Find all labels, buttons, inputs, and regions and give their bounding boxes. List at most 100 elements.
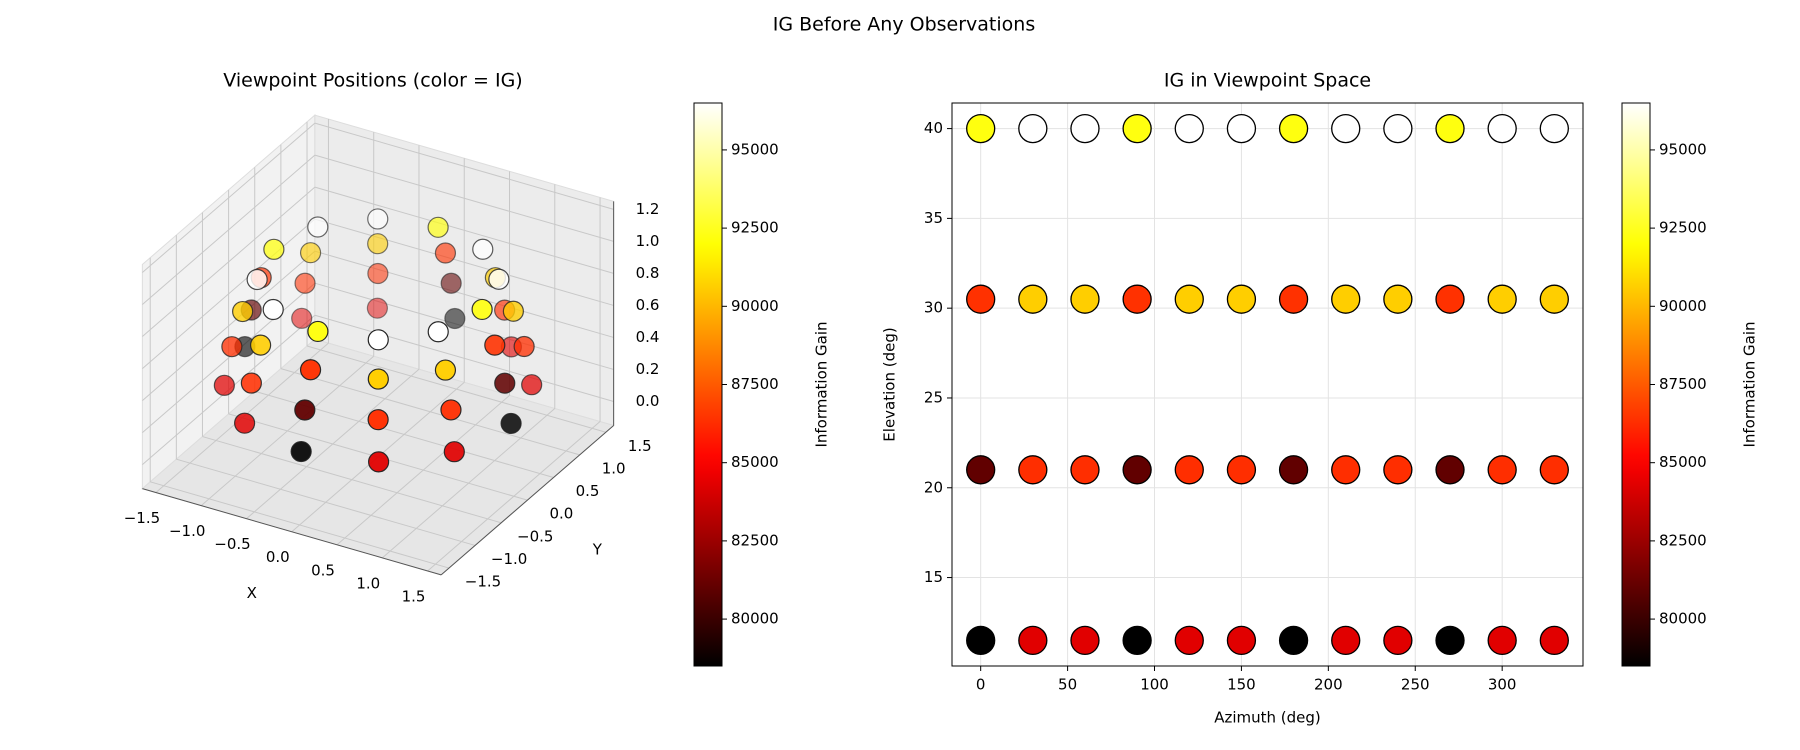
x-axis — [142, 488, 442, 576]
y-tick-label: −1.5 — [465, 573, 501, 591]
point — [299, 359, 322, 381]
point — [500, 412, 522, 435]
colorbar-tick-label: 92500 — [731, 219, 779, 237]
colorbar-tick-label: 90000 — [731, 297, 779, 315]
y-tick-label: 30 — [924, 299, 943, 317]
x-tick-label: 100 — [1140, 676, 1169, 694]
y-axis — [440, 425, 614, 576]
point — [472, 238, 494, 260]
point — [1174, 455, 1204, 485]
colorbar-tick-label: 87500 — [731, 375, 779, 393]
x-tick-label: 1.5 — [402, 587, 426, 605]
point — [1070, 113, 1100, 144]
point — [1278, 625, 1309, 656]
z-tick-label: 0.0 — [636, 392, 660, 410]
point — [240, 372, 262, 394]
point — [1435, 113, 1465, 144]
x-tick-label: 1.0 — [356, 574, 380, 592]
point — [250, 334, 272, 356]
point — [1487, 113, 1517, 144]
z-tick-label: 1.0 — [636, 232, 660, 250]
x-tick-label: 50 — [1058, 676, 1077, 694]
point — [1278, 455, 1309, 485]
grid-line — [280, 368, 580, 456]
y-tick-label: 20 — [924, 478, 943, 496]
colorbar-tick-label: 82500 — [731, 531, 779, 549]
point — [1122, 284, 1152, 314]
point — [299, 242, 322, 264]
colorbar-tick-label: 92500 — [1659, 219, 1707, 237]
point — [484, 334, 506, 356]
figure-title: IG Before Any Observations — [773, 14, 1035, 36]
grid-line — [314, 218, 614, 306]
point — [1226, 455, 1257, 485]
point — [427, 321, 449, 343]
point — [488, 268, 510, 290]
grid-line — [142, 218, 316, 369]
x-axis-label: X — [247, 584, 257, 602]
plot-frame — [951, 102, 1584, 667]
y-axis-label: Elevation (deg) — [881, 327, 899, 441]
point — [263, 238, 285, 260]
point — [513, 335, 535, 358]
colorbar-label: Information Gain — [813, 321, 831, 447]
colorbar-tick-label: 80000 — [1659, 610, 1707, 628]
x-axis-label: Azimuth (deg) — [1214, 709, 1321, 727]
point — [1487, 625, 1517, 656]
grid-line — [142, 282, 316, 433]
x-tick-label: 200 — [1314, 676, 1343, 694]
colorbar-tick-label: 87500 — [1659, 375, 1707, 393]
point — [471, 298, 493, 321]
colorbar-tick-label: 85000 — [1659, 453, 1707, 471]
grid-line — [314, 122, 614, 210]
point — [502, 300, 524, 322]
point — [1539, 284, 1569, 314]
y-tick-label: 0.5 — [576, 482, 600, 500]
point — [521, 374, 543, 396]
x-tick-label: 0 — [976, 676, 986, 694]
point — [262, 298, 284, 321]
point — [367, 262, 389, 285]
point — [966, 455, 996, 485]
y-tick-label: 0.0 — [549, 505, 573, 523]
point — [443, 441, 465, 463]
point — [368, 451, 390, 473]
y-tick-label: −1.0 — [491, 550, 527, 568]
x-tick-label: 0.0 — [266, 548, 290, 566]
grid-line — [142, 250, 316, 401]
colorbar — [1621, 102, 1651, 667]
point — [1174, 284, 1204, 314]
point — [1539, 113, 1569, 144]
point — [213, 374, 235, 396]
point — [307, 216, 329, 238]
point — [1331, 455, 1361, 485]
point — [1122, 455, 1152, 485]
grid-line — [314, 282, 614, 370]
point — [1435, 455, 1465, 485]
point — [1226, 284, 1257, 314]
point — [367, 208, 389, 230]
point — [1174, 625, 1204, 656]
colorbar-label: Information Gain — [1741, 321, 1759, 447]
point — [294, 272, 316, 294]
x-tick-label: 0.5 — [311, 561, 335, 579]
point — [1226, 625, 1257, 656]
point — [232, 300, 254, 323]
point — [1278, 284, 1309, 314]
y-tick-label: −0.5 — [517, 527, 553, 545]
x-tick-label: 150 — [1227, 676, 1256, 694]
point — [440, 399, 462, 421]
z-tick-label: 0.4 — [636, 328, 660, 346]
point — [294, 399, 316, 421]
colorbar-tick-label: 95000 — [1659, 140, 1707, 158]
point — [1278, 113, 1309, 144]
point — [366, 297, 388, 319]
point — [1122, 113, 1152, 144]
point — [367, 329, 389, 351]
grid-line — [176, 458, 476, 546]
y-tick-label: 40 — [924, 119, 943, 137]
point — [1331, 284, 1361, 314]
point — [966, 284, 996, 314]
grid-line — [150, 481, 450, 569]
